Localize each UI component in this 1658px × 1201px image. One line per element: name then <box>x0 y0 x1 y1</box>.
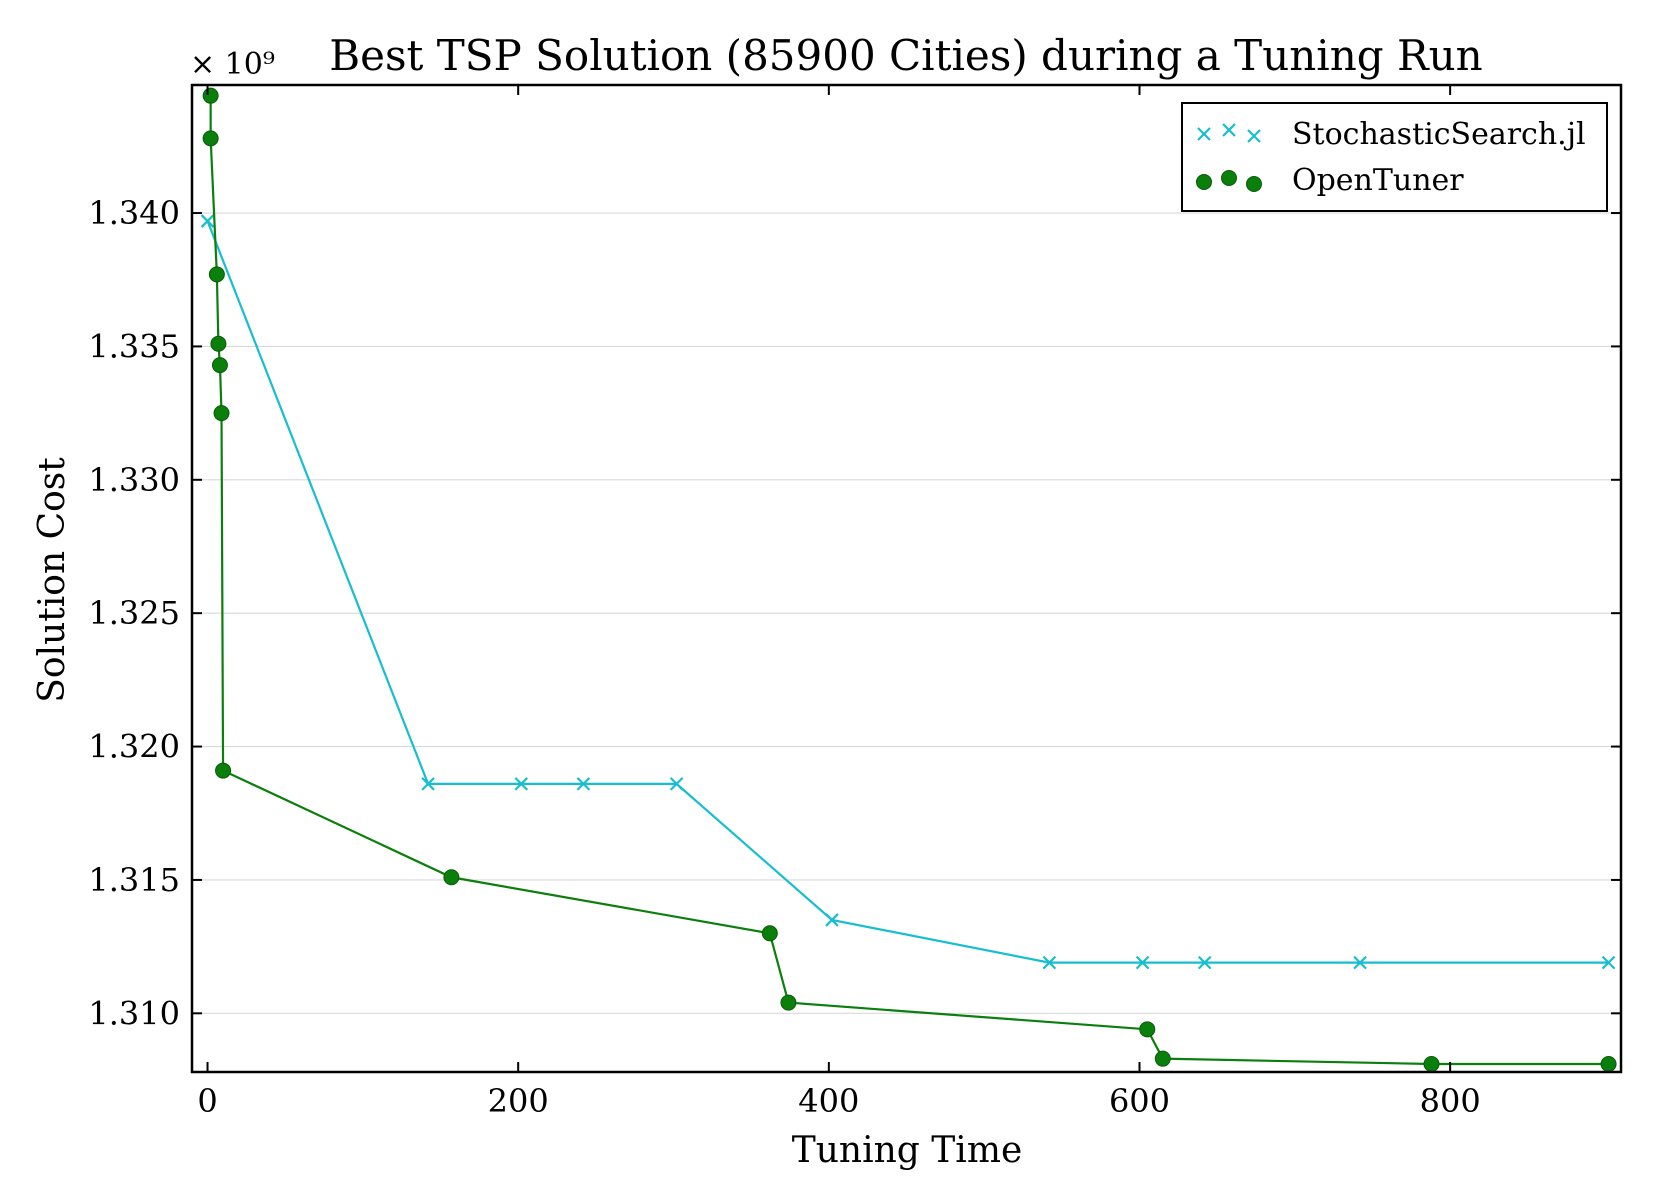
data-point <box>576 777 591 791</box>
legend-marker <box>1246 176 1262 192</box>
data-point <box>761 925 778 942</box>
y-tick-label: 1.320 <box>88 728 180 766</box>
legend-label-stochasticsearch: StochasticSearch.jl <box>1292 117 1586 152</box>
chart-title: Best TSP Solution (85900 Cities) during … <box>329 31 1482 80</box>
axis-ticks: 1.310 1.315 1.320 1.325 1.330 1.335 1.340 0 200 4… <box>88 85 1621 1120</box>
legend-marker <box>1247 129 1261 143</box>
y-tick-label: 1.310 <box>88 994 180 1032</box>
data-point <box>443 869 460 886</box>
y-axis-label: Solution Cost <box>32 457 73 703</box>
legend-label-opentuner: OpenTuner <box>1292 163 1464 198</box>
data-point <box>421 777 435 791</box>
data-point <box>208 266 225 283</box>
y-tick-label: 1.330 <box>88 461 180 499</box>
legend-markers-opentuner <box>1196 170 1262 192</box>
x-tick-label: 600 <box>1109 1082 1170 1120</box>
data-point <box>669 777 684 791</box>
series-line-stochasticsearch-jl <box>206 220 1609 964</box>
x-tick-label: 200 <box>488 1082 549 1120</box>
data-point <box>780 994 797 1011</box>
plot-series <box>200 87 1617 1072</box>
data-point <box>202 130 219 147</box>
plot-frame <box>190 83 1623 1074</box>
marker-stroke <box>1135 955 1150 970</box>
marker-stroke <box>200 214 215 228</box>
legend-markers-stochasticsearch <box>1197 123 1261 143</box>
data-point <box>200 214 215 228</box>
x-tick-label: 800 <box>1420 1082 1481 1120</box>
series-line-opentuner <box>209 95 1609 1066</box>
legend-marker <box>1222 123 1236 137</box>
marker-stroke <box>1353 955 1367 970</box>
marker-stroke <box>576 777 591 791</box>
series-stochasticsearch-jl <box>200 214 1616 970</box>
data-point <box>202 87 219 104</box>
data-point <box>1600 1055 1617 1072</box>
data-point <box>825 913 839 927</box>
y-tick-label: 1.325 <box>88 594 180 632</box>
grid-lines <box>192 212 1621 1014</box>
series-opentuner <box>202 87 1617 1072</box>
legend: StochasticSearch.jl OpenTuner <box>1181 102 1608 212</box>
data-point <box>213 405 230 422</box>
marker-stroke <box>514 777 529 791</box>
marker-stroke <box>1247 129 1261 143</box>
data-point <box>1601 955 1616 970</box>
marker-stroke <box>1042 955 1057 970</box>
marker-stroke <box>1601 955 1616 970</box>
y-tick-label: 1.335 <box>88 327 180 365</box>
legend-box <box>1181 102 1608 212</box>
y-tick-label: 1.340 <box>88 194 180 232</box>
data-point <box>1197 955 1212 970</box>
data-point <box>210 335 227 352</box>
data-point <box>1135 955 1150 970</box>
marker-stroke <box>1222 123 1236 137</box>
y-tick-label: 1.315 <box>88 861 180 899</box>
legend-marker <box>1221 170 1237 186</box>
y-axis-offset-label: × 10⁹ <box>190 47 275 82</box>
data-point <box>1353 955 1367 970</box>
marker-stroke <box>825 913 839 927</box>
legend-marker <box>1197 127 1211 141</box>
data-point <box>514 777 529 791</box>
data-point <box>215 762 232 779</box>
x-tick-label: 0 <box>197 1082 217 1120</box>
legend-marker <box>1196 174 1212 190</box>
marker-stroke <box>1197 127 1211 141</box>
x-tick-label: 400 <box>798 1082 859 1120</box>
data-point <box>1154 1050 1171 1067</box>
data-point <box>211 357 228 374</box>
data-point <box>1139 1021 1156 1038</box>
data-point <box>1042 955 1057 970</box>
marker-stroke <box>669 777 684 791</box>
marker-stroke <box>1197 955 1212 970</box>
x-axis-label: Tuning Time <box>792 1130 1023 1171</box>
marker-stroke <box>421 777 435 791</box>
data-point <box>1423 1055 1440 1072</box>
